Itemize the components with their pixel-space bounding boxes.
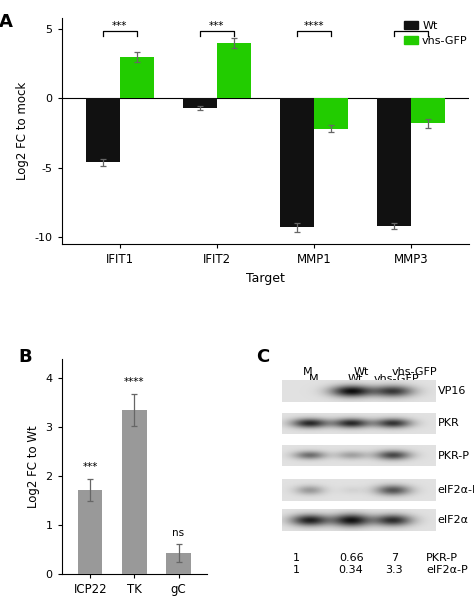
Text: VP16: VP16 [438, 386, 466, 396]
Text: vhs-GFP: vhs-GFP [374, 374, 419, 384]
Bar [183, 99, 217, 108]
Text: PKR: PKR [438, 419, 459, 428]
Text: 0.34: 0.34 [339, 566, 364, 575]
Text: A: A [0, 13, 12, 32]
Bar [122, 410, 146, 574]
Text: vhs-GFP: vhs-GFP [392, 367, 437, 377]
Text: ***: *** [209, 21, 225, 31]
Legend: Wt, vhs-GFP: Wt, vhs-GFP [404, 22, 468, 45]
Text: eIF2α-P: eIF2α-P [426, 566, 468, 575]
Bar [314, 99, 348, 129]
Bar [377, 99, 411, 226]
Text: 1: 1 [292, 566, 300, 575]
Text: M: M [309, 374, 319, 384]
Text: ***: *** [112, 21, 128, 31]
Bar [78, 490, 102, 574]
Text: eIF2α-P: eIF2α-P [438, 485, 474, 495]
Text: M: M [303, 367, 312, 377]
Y-axis label: Log2 FC to mock: Log2 FC to mock [16, 82, 29, 180]
Bar [86, 99, 120, 162]
Text: C: C [256, 348, 270, 366]
Text: 3.3: 3.3 [386, 566, 403, 575]
Bar [217, 43, 251, 99]
Text: ****: **** [304, 21, 324, 31]
Text: ns: ns [173, 529, 184, 538]
X-axis label: Target: Target [246, 271, 285, 285]
Text: Wt: Wt [353, 367, 369, 377]
Text: ****: **** [124, 377, 145, 387]
Bar [120, 57, 154, 99]
Text: PKR-P: PKR-P [438, 451, 470, 460]
Text: ***: *** [403, 21, 419, 31]
Text: PKR-P: PKR-P [426, 553, 458, 563]
Text: 7: 7 [391, 553, 398, 563]
Bar [280, 99, 314, 227]
Text: ***: *** [82, 462, 98, 472]
Bar [166, 553, 191, 574]
Bar [411, 99, 445, 123]
Text: Wt: Wt [347, 374, 363, 384]
Text: 1: 1 [292, 553, 300, 563]
Text: eIF2α: eIF2α [438, 515, 469, 525]
Text: B: B [18, 348, 32, 366]
Y-axis label: Log2 FC to Wt: Log2 FC to Wt [27, 425, 40, 508]
Text: 0.66: 0.66 [339, 553, 364, 563]
